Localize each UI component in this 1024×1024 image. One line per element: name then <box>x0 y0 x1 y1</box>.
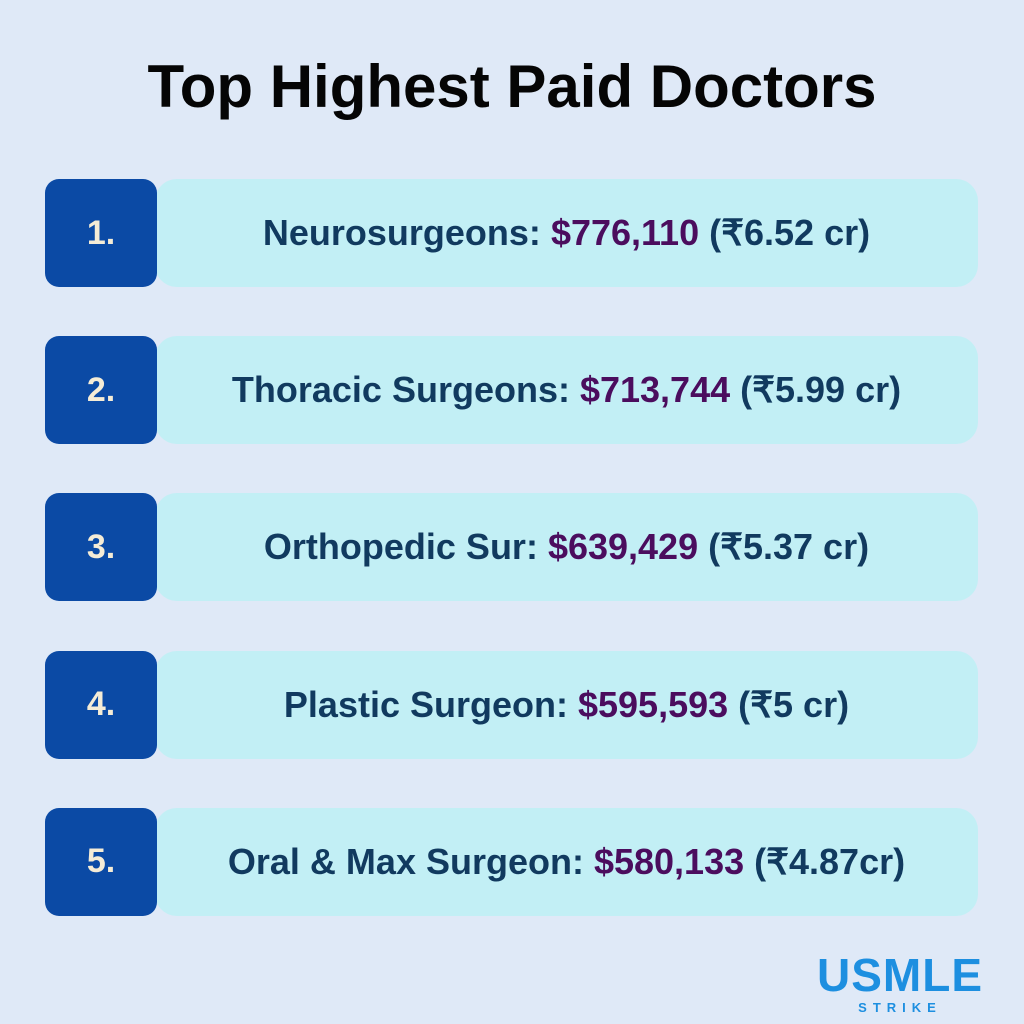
rank-badge: 4. <box>45 650 157 759</box>
salary-usd: $776,110 <box>550 212 700 253</box>
item-text: Orthopedic Sur: $639,429 (₹5.37 cr) <box>155 493 978 602</box>
specialty: Plastic Surgeon: <box>283 683 568 725</box>
rank-badge: 3. <box>45 493 157 602</box>
salary-usd: $595,593 <box>577 683 729 725</box>
list-item: 5. Oral & Max Surgeon: $580,133 (₹4.87cr) <box>45 807 978 916</box>
item-text: Neurosurgeons: $776,110 (₹6.52 cr) <box>155 179 978 287</box>
salary-inr: (₹6.52 cr) <box>709 212 871 253</box>
salary-inr: (₹5.37 cr) <box>708 526 870 568</box>
list-item: 4. Plastic Surgeon: $595,593 (₹5 cr) <box>45 650 978 759</box>
salary-usd: $580,133 <box>593 840 745 882</box>
salary-usd: $639,429 <box>547 526 699 568</box>
title: Top Highest Paid Doctors <box>147 53 877 120</box>
specialty: Orthopedic Sur: <box>263 526 538 568</box>
salary-inr: (₹5 cr) <box>738 683 850 725</box>
item-text: Thoracic Surgeons: $713,744 (₹5.99 cr) <box>155 336 978 445</box>
specialty: Neurosurgeons: <box>262 212 541 253</box>
rank-badge: 2. <box>45 336 157 445</box>
item-text: Plastic Surgeon: $595,593 (₹5 cr) <box>155 650 978 759</box>
specialty: Thoracic Surgeons: <box>231 369 570 411</box>
item-text: Oral & Max Surgeon: $580,133 (₹4.87cr) <box>155 807 978 916</box>
list-item: 3. Orthopedic Sur: $639,429 (₹5.37 cr) <box>45 493 978 602</box>
logo-name: USMLE <box>817 949 983 1001</box>
rank-badge: 5. <box>45 807 157 916</box>
salary-inr: (₹5.99 cr) <box>740 369 902 411</box>
logo: USMLE STRIKE <box>800 948 1000 1015</box>
specialty: Oral & Max Surgeon: <box>227 840 584 882</box>
logo-tagline: STRIKE <box>858 1000 942 1015</box>
rank-badge: 1. <box>45 179 157 287</box>
salary-inr: (₹4.87cr) <box>754 840 906 882</box>
list-item: 1. Neurosurgeons: $776,110 (₹6.52 cr) <box>45 179 978 287</box>
list-item: 2. Thoracic Surgeons: $713,744 (₹5.99 cr) <box>45 336 978 445</box>
salary-usd: $713,744 <box>579 369 731 411</box>
